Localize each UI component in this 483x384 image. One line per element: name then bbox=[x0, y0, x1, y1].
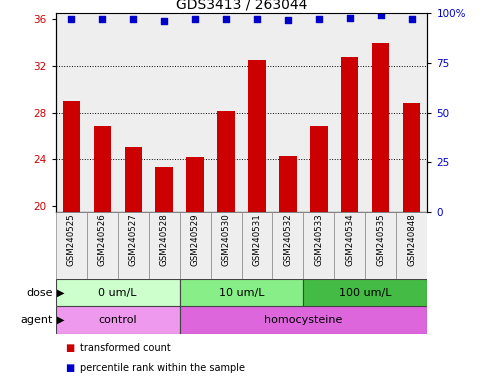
Bar bbox=[341, 56, 358, 212]
Text: GSM240534: GSM240534 bbox=[345, 213, 355, 266]
Text: homocysteine: homocysteine bbox=[264, 315, 342, 325]
Bar bbox=[303, 279, 427, 306]
Text: GSM240532: GSM240532 bbox=[284, 213, 293, 266]
Text: ▶: ▶ bbox=[57, 315, 64, 325]
Text: GSM240526: GSM240526 bbox=[98, 213, 107, 266]
Bar bbox=[311, 126, 327, 212]
Text: 0 um/L: 0 um/L bbox=[98, 288, 137, 298]
Text: GSM240528: GSM240528 bbox=[159, 213, 169, 266]
Bar bbox=[125, 147, 142, 212]
Bar bbox=[211, 212, 242, 279]
Bar bbox=[272, 212, 303, 279]
Point bbox=[129, 16, 137, 22]
Point bbox=[377, 12, 385, 18]
Point bbox=[315, 16, 323, 22]
Text: GDS3413 / 263044: GDS3413 / 263044 bbox=[176, 0, 307, 12]
Text: 100 um/L: 100 um/L bbox=[339, 288, 392, 298]
Bar bbox=[242, 212, 272, 279]
Bar bbox=[56, 212, 86, 279]
Bar bbox=[56, 306, 180, 334]
Bar bbox=[397, 212, 427, 279]
Text: transformed count: transformed count bbox=[80, 343, 170, 353]
Point bbox=[98, 16, 106, 22]
Text: ■: ■ bbox=[65, 363, 74, 373]
Bar bbox=[180, 212, 211, 279]
Bar bbox=[180, 279, 303, 306]
Bar bbox=[334, 212, 366, 279]
Bar bbox=[156, 167, 172, 212]
Text: agent: agent bbox=[21, 315, 53, 325]
Text: GSM240527: GSM240527 bbox=[128, 213, 138, 266]
Text: ■: ■ bbox=[65, 343, 74, 353]
Bar bbox=[217, 111, 235, 212]
Text: GSM240848: GSM240848 bbox=[408, 213, 416, 266]
Bar bbox=[94, 126, 111, 212]
Text: GSM240533: GSM240533 bbox=[314, 213, 324, 266]
Point bbox=[408, 16, 416, 22]
Bar bbox=[366, 212, 397, 279]
Bar bbox=[280, 156, 297, 212]
Text: GSM240525: GSM240525 bbox=[67, 213, 75, 266]
Point bbox=[284, 17, 292, 23]
Bar bbox=[180, 306, 427, 334]
Bar bbox=[403, 103, 421, 212]
Point bbox=[191, 16, 199, 22]
Bar bbox=[248, 60, 266, 212]
Point bbox=[222, 16, 230, 22]
Text: control: control bbox=[98, 315, 137, 325]
Bar bbox=[186, 157, 203, 212]
Text: 10 um/L: 10 um/L bbox=[219, 288, 264, 298]
Bar bbox=[372, 43, 389, 212]
Bar bbox=[149, 212, 180, 279]
Bar bbox=[62, 101, 80, 212]
Bar bbox=[86, 212, 117, 279]
Text: GSM240530: GSM240530 bbox=[222, 213, 230, 266]
Bar bbox=[117, 212, 149, 279]
Text: GSM240535: GSM240535 bbox=[376, 213, 385, 266]
Bar bbox=[56, 279, 180, 306]
Point bbox=[67, 16, 75, 22]
Text: percentile rank within the sample: percentile rank within the sample bbox=[80, 363, 245, 373]
Text: dose: dose bbox=[27, 288, 53, 298]
Point bbox=[160, 18, 168, 25]
Point bbox=[346, 15, 354, 22]
Bar bbox=[303, 212, 334, 279]
Point bbox=[253, 16, 261, 22]
Text: GSM240531: GSM240531 bbox=[253, 213, 261, 266]
Text: GSM240529: GSM240529 bbox=[190, 213, 199, 266]
Text: ▶: ▶ bbox=[57, 288, 64, 298]
